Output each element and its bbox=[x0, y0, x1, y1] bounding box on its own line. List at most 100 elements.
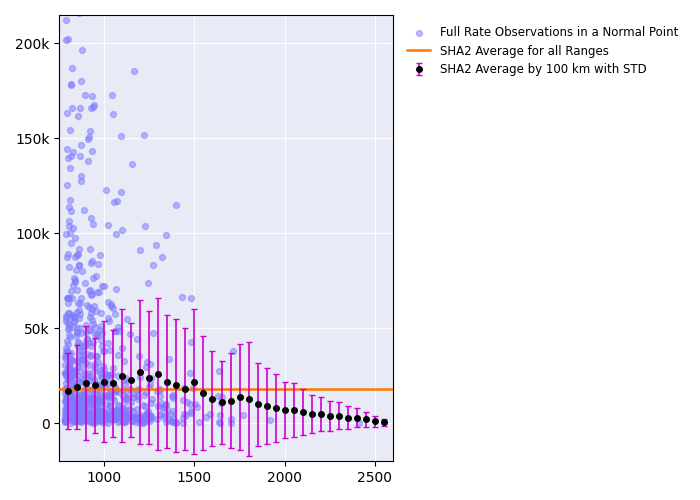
Full Rate Observations in a Normal Point bbox=[66, 294, 78, 302]
Full Rate Observations in a Normal Point bbox=[65, 80, 76, 88]
Full Rate Observations in a Normal Point bbox=[69, 318, 80, 326]
Full Rate Observations in a Normal Point bbox=[63, 300, 74, 308]
Full Rate Observations in a Normal Point bbox=[160, 401, 171, 409]
Full Rate Observations in a Normal Point bbox=[119, 416, 130, 424]
Full Rate Observations in a Normal Point bbox=[125, 406, 136, 413]
Full Rate Observations in a Normal Point bbox=[77, 368, 88, 376]
Full Rate Observations in a Normal Point bbox=[85, 104, 97, 112]
Full Rate Observations in a Normal Point bbox=[119, 380, 130, 388]
Full Rate Observations in a Normal Point bbox=[69, 366, 80, 374]
Full Rate Observations in a Normal Point bbox=[118, 400, 130, 407]
Full Rate Observations in a Normal Point bbox=[88, 416, 99, 424]
Full Rate Observations in a Normal Point bbox=[83, 340, 94, 347]
Full Rate Observations in a Normal Point bbox=[69, 253, 80, 261]
Full Rate Observations in a Normal Point bbox=[158, 412, 169, 420]
Full Rate Observations in a Normal Point bbox=[68, 324, 79, 332]
Full Rate Observations in a Normal Point bbox=[115, 132, 126, 140]
Full Rate Observations in a Normal Point bbox=[144, 360, 155, 368]
Full Rate Observations in a Normal Point bbox=[120, 374, 131, 382]
Full Rate Observations in a Normal Point bbox=[185, 338, 196, 345]
Full Rate Observations in a Normal Point bbox=[214, 411, 225, 419]
Full Rate Observations in a Normal Point bbox=[225, 419, 236, 427]
Full Rate Observations in a Normal Point bbox=[97, 407, 108, 415]
Full Rate Observations in a Normal Point bbox=[69, 401, 80, 409]
Full Rate Observations in a Normal Point bbox=[146, 414, 157, 422]
Full Rate Observations in a Normal Point bbox=[96, 396, 107, 404]
Full Rate Observations in a Normal Point bbox=[71, 406, 82, 414]
Full Rate Observations in a Normal Point bbox=[64, 330, 75, 338]
Full Rate Observations in a Normal Point bbox=[71, 414, 83, 422]
Full Rate Observations in a Normal Point bbox=[65, 410, 76, 418]
Full Rate Observations in a Normal Point bbox=[66, 64, 77, 72]
Full Rate Observations in a Normal Point bbox=[76, 400, 87, 408]
Full Rate Observations in a Normal Point bbox=[130, 418, 141, 426]
Full Rate Observations in a Normal Point bbox=[76, 400, 87, 408]
Full Rate Observations in a Normal Point bbox=[61, 402, 72, 410]
Full Rate Observations in a Normal Point bbox=[60, 385, 71, 393]
Full Rate Observations in a Normal Point bbox=[138, 400, 149, 408]
Full Rate Observations in a Normal Point bbox=[64, 388, 75, 396]
Full Rate Observations in a Normal Point bbox=[60, 418, 71, 426]
Full Rate Observations in a Normal Point bbox=[80, 408, 92, 416]
Full Rate Observations in a Normal Point bbox=[62, 392, 73, 400]
Full Rate Observations in a Normal Point bbox=[109, 327, 120, 335]
Full Rate Observations in a Normal Point bbox=[185, 400, 196, 408]
Full Rate Observations in a Normal Point bbox=[68, 148, 79, 156]
Full Rate Observations in a Normal Point bbox=[84, 128, 95, 136]
Full Rate Observations in a Normal Point bbox=[61, 397, 72, 405]
Full Rate Observations in a Normal Point bbox=[71, 328, 82, 336]
Full Rate Observations in a Normal Point bbox=[108, 304, 119, 312]
Full Rate Observations in a Normal Point bbox=[69, 367, 80, 375]
Full Rate Observations in a Normal Point bbox=[143, 412, 154, 420]
Full Rate Observations in a Normal Point bbox=[66, 382, 77, 390]
Full Rate Observations in a Normal Point bbox=[116, 188, 127, 196]
Full Rate Observations in a Normal Point bbox=[77, 356, 88, 364]
Full Rate Observations in a Normal Point bbox=[119, 404, 130, 412]
Full Rate Observations in a Normal Point bbox=[95, 336, 106, 344]
Full Rate Observations in a Normal Point bbox=[64, 218, 75, 226]
Full Rate Observations in a Normal Point bbox=[71, 395, 82, 403]
Full Rate Observations in a Normal Point bbox=[167, 394, 178, 402]
Full Rate Observations in a Normal Point bbox=[75, 172, 86, 180]
Full Rate Observations in a Normal Point bbox=[127, 417, 139, 425]
Full Rate Observations in a Normal Point bbox=[238, 411, 249, 419]
Full Rate Observations in a Normal Point bbox=[62, 373, 74, 381]
Full Rate Observations in a Normal Point bbox=[76, 410, 87, 418]
Full Rate Observations in a Normal Point bbox=[66, 356, 77, 364]
Full Rate Observations in a Normal Point bbox=[60, 398, 71, 406]
Full Rate Observations in a Normal Point bbox=[77, 392, 88, 400]
Full Rate Observations in a Normal Point bbox=[60, 416, 71, 424]
Full Rate Observations in a Normal Point bbox=[70, 411, 81, 419]
Full Rate Observations in a Normal Point bbox=[85, 416, 96, 424]
Full Rate Observations in a Normal Point bbox=[97, 374, 108, 382]
Full Rate Observations in a Normal Point bbox=[105, 414, 116, 422]
Full Rate Observations in a Normal Point bbox=[73, 416, 84, 424]
Full Rate Observations in a Normal Point bbox=[74, 244, 85, 252]
Full Rate Observations in a Normal Point bbox=[61, 230, 72, 238]
Full Rate Observations in a Normal Point bbox=[69, 274, 80, 282]
Full Rate Observations in a Normal Point bbox=[76, 294, 87, 302]
Full Rate Observations in a Normal Point bbox=[83, 133, 94, 141]
Full Rate Observations in a Normal Point bbox=[73, 393, 84, 401]
Full Rate Observations in a Normal Point bbox=[155, 400, 167, 407]
Full Rate Observations in a Normal Point bbox=[76, 356, 88, 364]
Full Rate Observations in a Normal Point bbox=[129, 390, 140, 398]
Full Rate Observations in a Normal Point bbox=[88, 399, 99, 407]
Full Rate Observations in a Normal Point bbox=[60, 314, 71, 322]
Full Rate Observations in a Normal Point bbox=[116, 410, 127, 418]
Full Rate Observations in a Normal Point bbox=[60, 410, 71, 418]
Full Rate Observations in a Normal Point bbox=[81, 414, 92, 422]
Full Rate Observations in a Normal Point bbox=[126, 160, 137, 168]
Full Rate Observations in a Normal Point bbox=[150, 240, 162, 248]
Full Rate Observations in a Normal Point bbox=[109, 408, 120, 416]
Full Rate Observations in a Normal Point bbox=[66, 414, 78, 422]
Full Rate Observations in a Normal Point bbox=[69, 404, 80, 412]
Full Rate Observations in a Normal Point bbox=[69, 418, 80, 426]
Full Rate Observations in a Normal Point bbox=[95, 397, 106, 405]
Full Rate Observations in a Normal Point bbox=[65, 387, 76, 395]
Full Rate Observations in a Normal Point bbox=[72, 358, 83, 366]
Full Rate Observations in a Normal Point bbox=[96, 412, 107, 420]
Full Rate Observations in a Normal Point bbox=[63, 370, 74, 378]
Full Rate Observations in a Normal Point bbox=[64, 376, 75, 384]
Full Rate Observations in a Normal Point bbox=[142, 279, 153, 287]
